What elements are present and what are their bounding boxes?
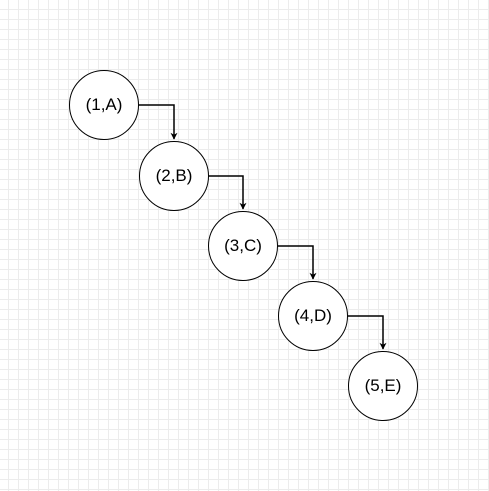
node-label: (3,C) [224, 236, 262, 255]
edge-arrow [278, 245, 317, 280]
node-circle: (3,C) [208, 211, 278, 281]
node-circle: (5,E) [348, 351, 418, 421]
node-circle: (4,D) [278, 281, 348, 351]
node-label: (4,D) [294, 306, 332, 325]
edge-arrow [348, 315, 387, 350]
node-circle: (2,B) [139, 141, 209, 211]
edge-arrow [209, 175, 247, 210]
node-label: (2,B) [155, 166, 193, 185]
node-circle: (1,A) [69, 70, 139, 140]
node-label: (1,A) [85, 95, 123, 114]
edge-arrow [139, 104, 178, 140]
node-label: (5,E) [364, 376, 402, 395]
